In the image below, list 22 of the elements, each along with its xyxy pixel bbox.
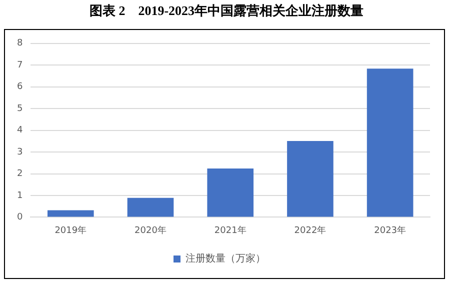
bar: [47, 210, 94, 217]
y-tick-label: 7: [16, 60, 23, 70]
x-tick-label: 2023年: [374, 224, 406, 236]
chart-title: 图表 2 2019-2023年中国露营相关企业注册数量: [88, 2, 365, 20]
bar: [127, 198, 174, 217]
x-tick-label: 2021年: [214, 224, 246, 236]
legend-label: 注册数量（万家）: [186, 252, 266, 265]
bar: [366, 68, 414, 217]
y-tick-label: 0: [16, 212, 23, 223]
y-tick-label: 3: [16, 147, 23, 158]
y-tick-label: 6: [16, 82, 23, 92]
bar: [287, 140, 334, 217]
x-tick-label: 2022年: [294, 224, 326, 236]
y-tick-label: 1: [16, 190, 23, 201]
chart-frame: 注册数量（万家） 2019年 2020年 2021年 2022年 2023年 0 1 2 3 4 5 6 7 8: [4, 29, 445, 279]
y-tick-label: 5: [16, 104, 23, 114]
y-tick-label: 8: [16, 38, 23, 49]
y-tick-label: 4: [16, 126, 23, 136]
x-tick-label: 2020年: [134, 224, 166, 236]
bar: [207, 168, 254, 217]
y-tick-label: 2: [16, 169, 23, 180]
x-tick-label: 2019年: [54, 224, 87, 236]
